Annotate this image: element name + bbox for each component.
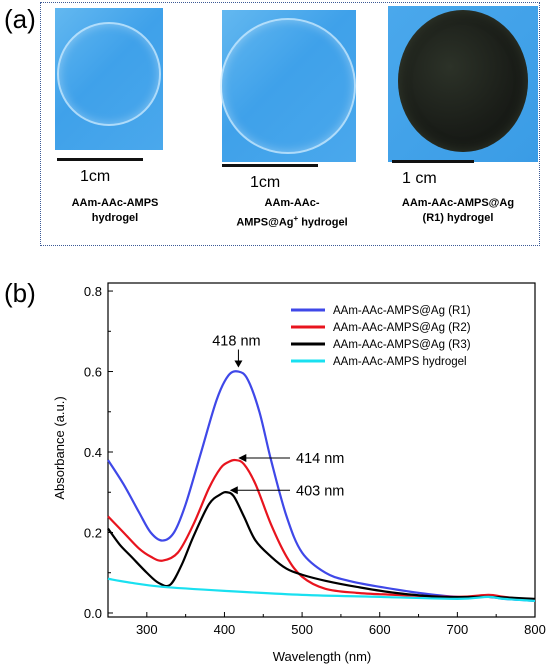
legend: AAm-AAc-AMPS@Ag (R1) AAm-AAc-AMPS@Ag (R2)…: [291, 305, 471, 368]
petri-dish-1: [57, 22, 161, 126]
caption-2-line2-main: AMPS@Ag: [236, 216, 294, 229]
y-tick-label: 0.8: [84, 284, 102, 299]
hydrogel-photo-2: [220, 10, 356, 162]
annotation-peak-r3: 403 nm: [296, 483, 344, 499]
series-line-4: [107, 577, 536, 603]
y-tick-label: 0.6: [84, 365, 102, 380]
caption-2-line1: AAm-AAc-: [264, 197, 320, 209]
panel-a-label: (a): [4, 4, 36, 34]
caption-2: AAm-AAc- AMPS@Ag+ hydrogel: [218, 196, 366, 231]
plot-border: [107, 282, 536, 618]
scale-label-1: 1cm: [80, 168, 111, 185]
x-tick-label: 400: [214, 622, 236, 637]
panel-b-label: (b): [4, 278, 36, 308]
annotation-arrowhead-r3: [229, 486, 238, 495]
x-tick-label: 800: [524, 622, 546, 637]
scale-bar-2: [222, 164, 318, 167]
x-tick-label: 300: [136, 622, 158, 637]
series-line-1: [107, 370, 536, 603]
petri-dish-2: [220, 18, 356, 154]
scale-bar-3: [392, 160, 474, 163]
legend-label-4: AAm-AAc-AMPS hydrogel: [333, 356, 467, 368]
annotation-arrowhead-r2: [238, 454, 247, 463]
hydrogel-photo-3: [388, 6, 538, 162]
caption-1-line2: hydrogel: [91, 212, 139, 224]
y-tick-label: 0.2: [84, 525, 102, 540]
ticks-layer: 300 400 500 600 700 800 0.0 0.2 0.4 0.6 0.8: [84, 284, 546, 637]
y-tick-label: 0.4: [84, 445, 102, 460]
caption-3-line1: AAm-AAc-AMPS@Ag: [401, 197, 515, 209]
annotation-peak-r1: 418 nm: [212, 334, 260, 350]
scale-bar-1: [57, 158, 143, 161]
photo-frame: [40, 2, 540, 246]
plot-frame: [107, 282, 536, 618]
legend-label-2: AAm-AAc-AMPS@Ag (R2): [333, 322, 471, 334]
caption-1-line1: AAm-AAc-AMPS: [71, 197, 159, 209]
y-tick-label: 0.0: [84, 606, 102, 621]
silver-hydrogel-disk: [398, 10, 528, 152]
hydrogel-photo-1: [55, 8, 163, 150]
scale-label-2: 1cm: [250, 174, 281, 191]
caption-2-line2: AMPS@Ag+ hydrogel: [218, 211, 366, 231]
caption-1: AAm-AAc-AMPS hydrogel: [55, 196, 175, 226]
caption-2-superscript: +: [293, 214, 299, 223]
x-axis-label: Wavelength (nm): [273, 649, 372, 664]
legend-label-3: AAm-AAc-AMPS@Ag (R3): [333, 339, 471, 351]
x-tick-label: 500: [291, 622, 313, 637]
series-layer: [107, 370, 536, 603]
x-tick-label: 600: [369, 622, 391, 637]
caption-2-line2-tail: hydrogel: [298, 216, 348, 229]
annotation-layer: 418 nm 414 nm 403 nm: [212, 334, 344, 500]
x-tick-label: 700: [447, 622, 469, 637]
caption-3: AAm-AAc-AMPS@Ag (R1) hydrogel: [378, 196, 538, 226]
caption-3-line2: (R1) hydrogel: [422, 212, 494, 224]
y-axis-label: Absorbance (a.u.): [52, 396, 67, 499]
legend-label-1: AAm-AAc-AMPS@Ag (R1): [333, 305, 471, 317]
series-line-3: [107, 491, 536, 600]
annotation-arrowhead-r1: [234, 360, 243, 368]
annotation-peak-r2: 414 nm: [296, 451, 344, 467]
scale-label-3: 1 cm: [402, 170, 437, 187]
